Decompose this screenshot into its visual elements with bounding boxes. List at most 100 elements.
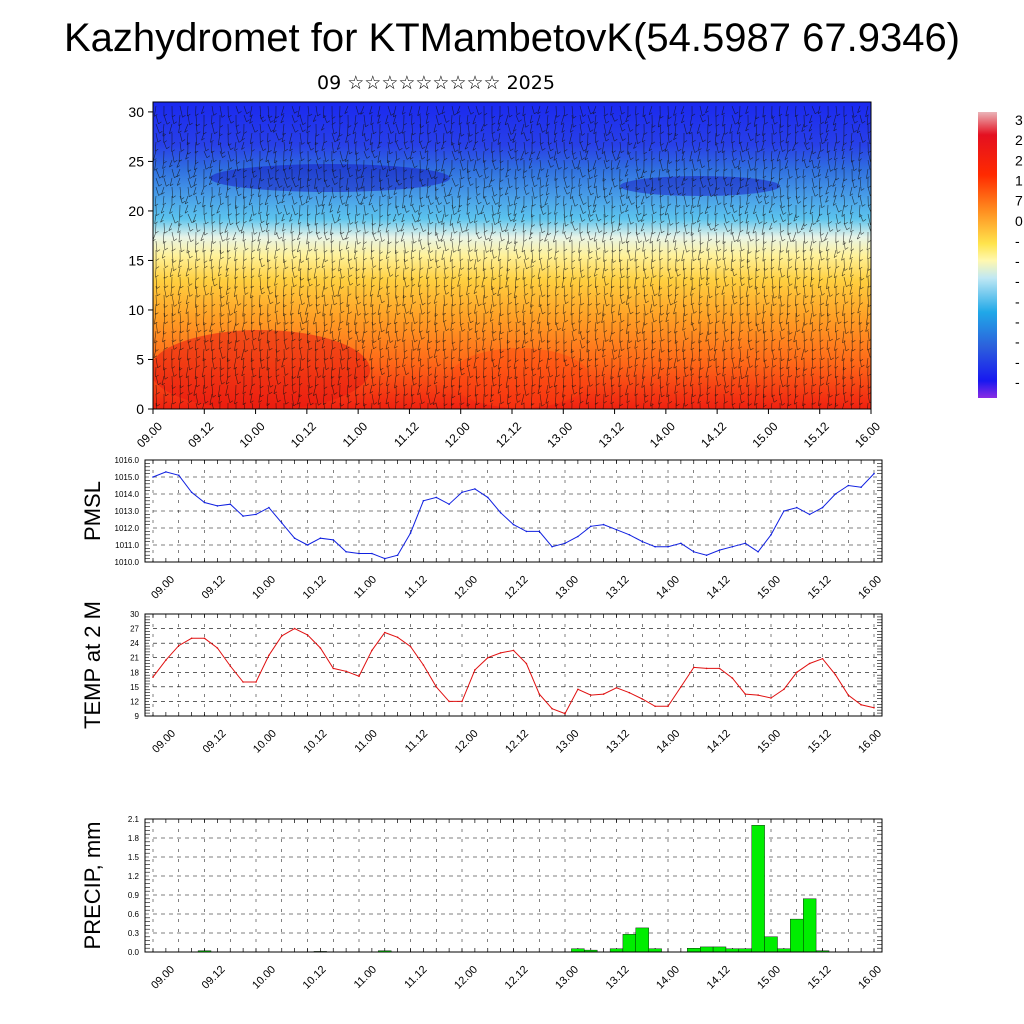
data-point <box>834 493 837 495</box>
y-tick-label: 0.0 <box>128 948 140 957</box>
y-tick-label: 1016.0 <box>115 456 140 465</box>
x-tick-label: 09.00 <box>150 728 178 756</box>
data-point <box>564 712 566 715</box>
x-tick-label: 16.00 <box>852 419 883 450</box>
data-point <box>680 686 682 688</box>
x-tick-label: 11.00 <box>352 574 379 601</box>
data-point <box>796 671 798 674</box>
colorbar-label: 0 <box>1015 213 1023 229</box>
y-tick-label: 1.5 <box>128 853 140 862</box>
data-point <box>487 496 489 499</box>
colorbar-label: 2 <box>1015 152 1023 168</box>
x-tick-label: 14.12 <box>705 728 733 756</box>
data-point <box>770 697 772 699</box>
x-tick-label: 11.00 <box>352 728 379 755</box>
data-point <box>216 647 219 649</box>
colorbar-label: - <box>1015 354 1020 370</box>
y-tick-label: 20 <box>128 203 144 219</box>
x-tick-label: 12.12 <box>493 419 524 450</box>
y-tick-label: 1011.0 <box>115 541 139 550</box>
data-point <box>602 693 605 695</box>
x-tick-label: 09.00 <box>134 419 165 450</box>
data-point <box>358 552 360 555</box>
colorbar-label: - <box>1015 273 1020 289</box>
x-tick-label: 15.00 <box>749 419 780 450</box>
data-point <box>371 649 373 652</box>
x-tick-label: 14.00 <box>654 728 682 756</box>
data-point <box>281 635 283 637</box>
y-axis-title: PMSL <box>80 481 105 541</box>
data-point <box>860 486 862 489</box>
grid <box>145 613 882 717</box>
x-tick-label: 12.00 <box>452 964 480 992</box>
data-point <box>757 694 759 696</box>
data-point <box>834 673 837 676</box>
y-tick-label: 30 <box>130 610 139 619</box>
plot-frame <box>144 818 883 953</box>
data-point <box>409 645 412 648</box>
data-point <box>538 693 541 695</box>
x-tick-label: 13.12 <box>604 574 632 602</box>
data-point <box>525 662 528 665</box>
y-tick-label: 1010.0 <box>115 558 140 567</box>
x-tick-label: 14.12 <box>705 964 733 992</box>
wind-barbs <box>153 105 871 409</box>
data-point <box>474 488 476 490</box>
x-tick-label: 09.12 <box>200 574 228 602</box>
data-point <box>435 686 438 688</box>
data-point <box>512 523 515 526</box>
y-tick-label: 24 <box>130 639 139 648</box>
data-point <box>718 667 721 670</box>
x-tick-label: 11.12 <box>402 574 429 601</box>
y-tick-label: 9 <box>135 712 140 721</box>
data-point <box>371 552 373 555</box>
data-point <box>808 513 811 516</box>
colorbar-bar <box>978 112 997 398</box>
data-point <box>628 534 631 536</box>
data-point <box>615 528 618 531</box>
colorbar-label: 7 <box>1015 193 1023 209</box>
x-tick-label: 10.00 <box>250 574 278 602</box>
data-point <box>229 665 232 667</box>
y-tick-label: 25 <box>128 153 144 169</box>
data-point <box>705 667 708 670</box>
data-point <box>190 491 193 494</box>
data-point <box>448 503 450 506</box>
data-point <box>628 691 631 694</box>
data-point <box>757 551 759 553</box>
y-tick-label: 0.3 <box>128 929 140 938</box>
data-point <box>808 662 811 665</box>
data-point <box>847 694 850 696</box>
data-point <box>487 656 489 659</box>
precip-bar <box>635 927 649 953</box>
x-tick-label: 12.12 <box>503 728 531 756</box>
x-tick-label: 10.12 <box>288 419 319 450</box>
x-tick-label: 14.00 <box>654 964 682 992</box>
x-tick-label: 13.12 <box>604 728 632 756</box>
data-point <box>152 476 154 478</box>
heatmap-x-axis: 09.00 09.12 10.00 10.12 11.00 11.12 12.00 12.12… <box>134 409 883 450</box>
x-tick-label: 16.00 <box>856 964 884 992</box>
data-point <box>525 530 528 533</box>
data-point <box>654 705 656 708</box>
data-point <box>860 704 862 706</box>
x-tick-label: 10.00 <box>250 964 278 992</box>
precip-bar <box>790 918 804 953</box>
data-point <box>821 657 824 660</box>
x-tick-label: 12.12 <box>503 964 531 992</box>
data-point <box>203 501 206 504</box>
data-point <box>332 539 335 541</box>
data-point <box>590 525 592 528</box>
x-tick-label: 16.00 <box>856 728 884 756</box>
data-point <box>268 506 270 509</box>
plot-frame <box>144 459 883 563</box>
data-point <box>847 484 850 487</box>
data-point <box>396 636 399 639</box>
y-tick-label: 1.2 <box>128 872 140 881</box>
colorbar-label: - <box>1015 253 1020 269</box>
x-tick-label: 13.00 <box>544 419 575 450</box>
x-tick-label: 15.12 <box>806 574 834 602</box>
y-tick-label: 30 <box>128 104 144 120</box>
x-tick-label: 14.00 <box>654 574 682 602</box>
